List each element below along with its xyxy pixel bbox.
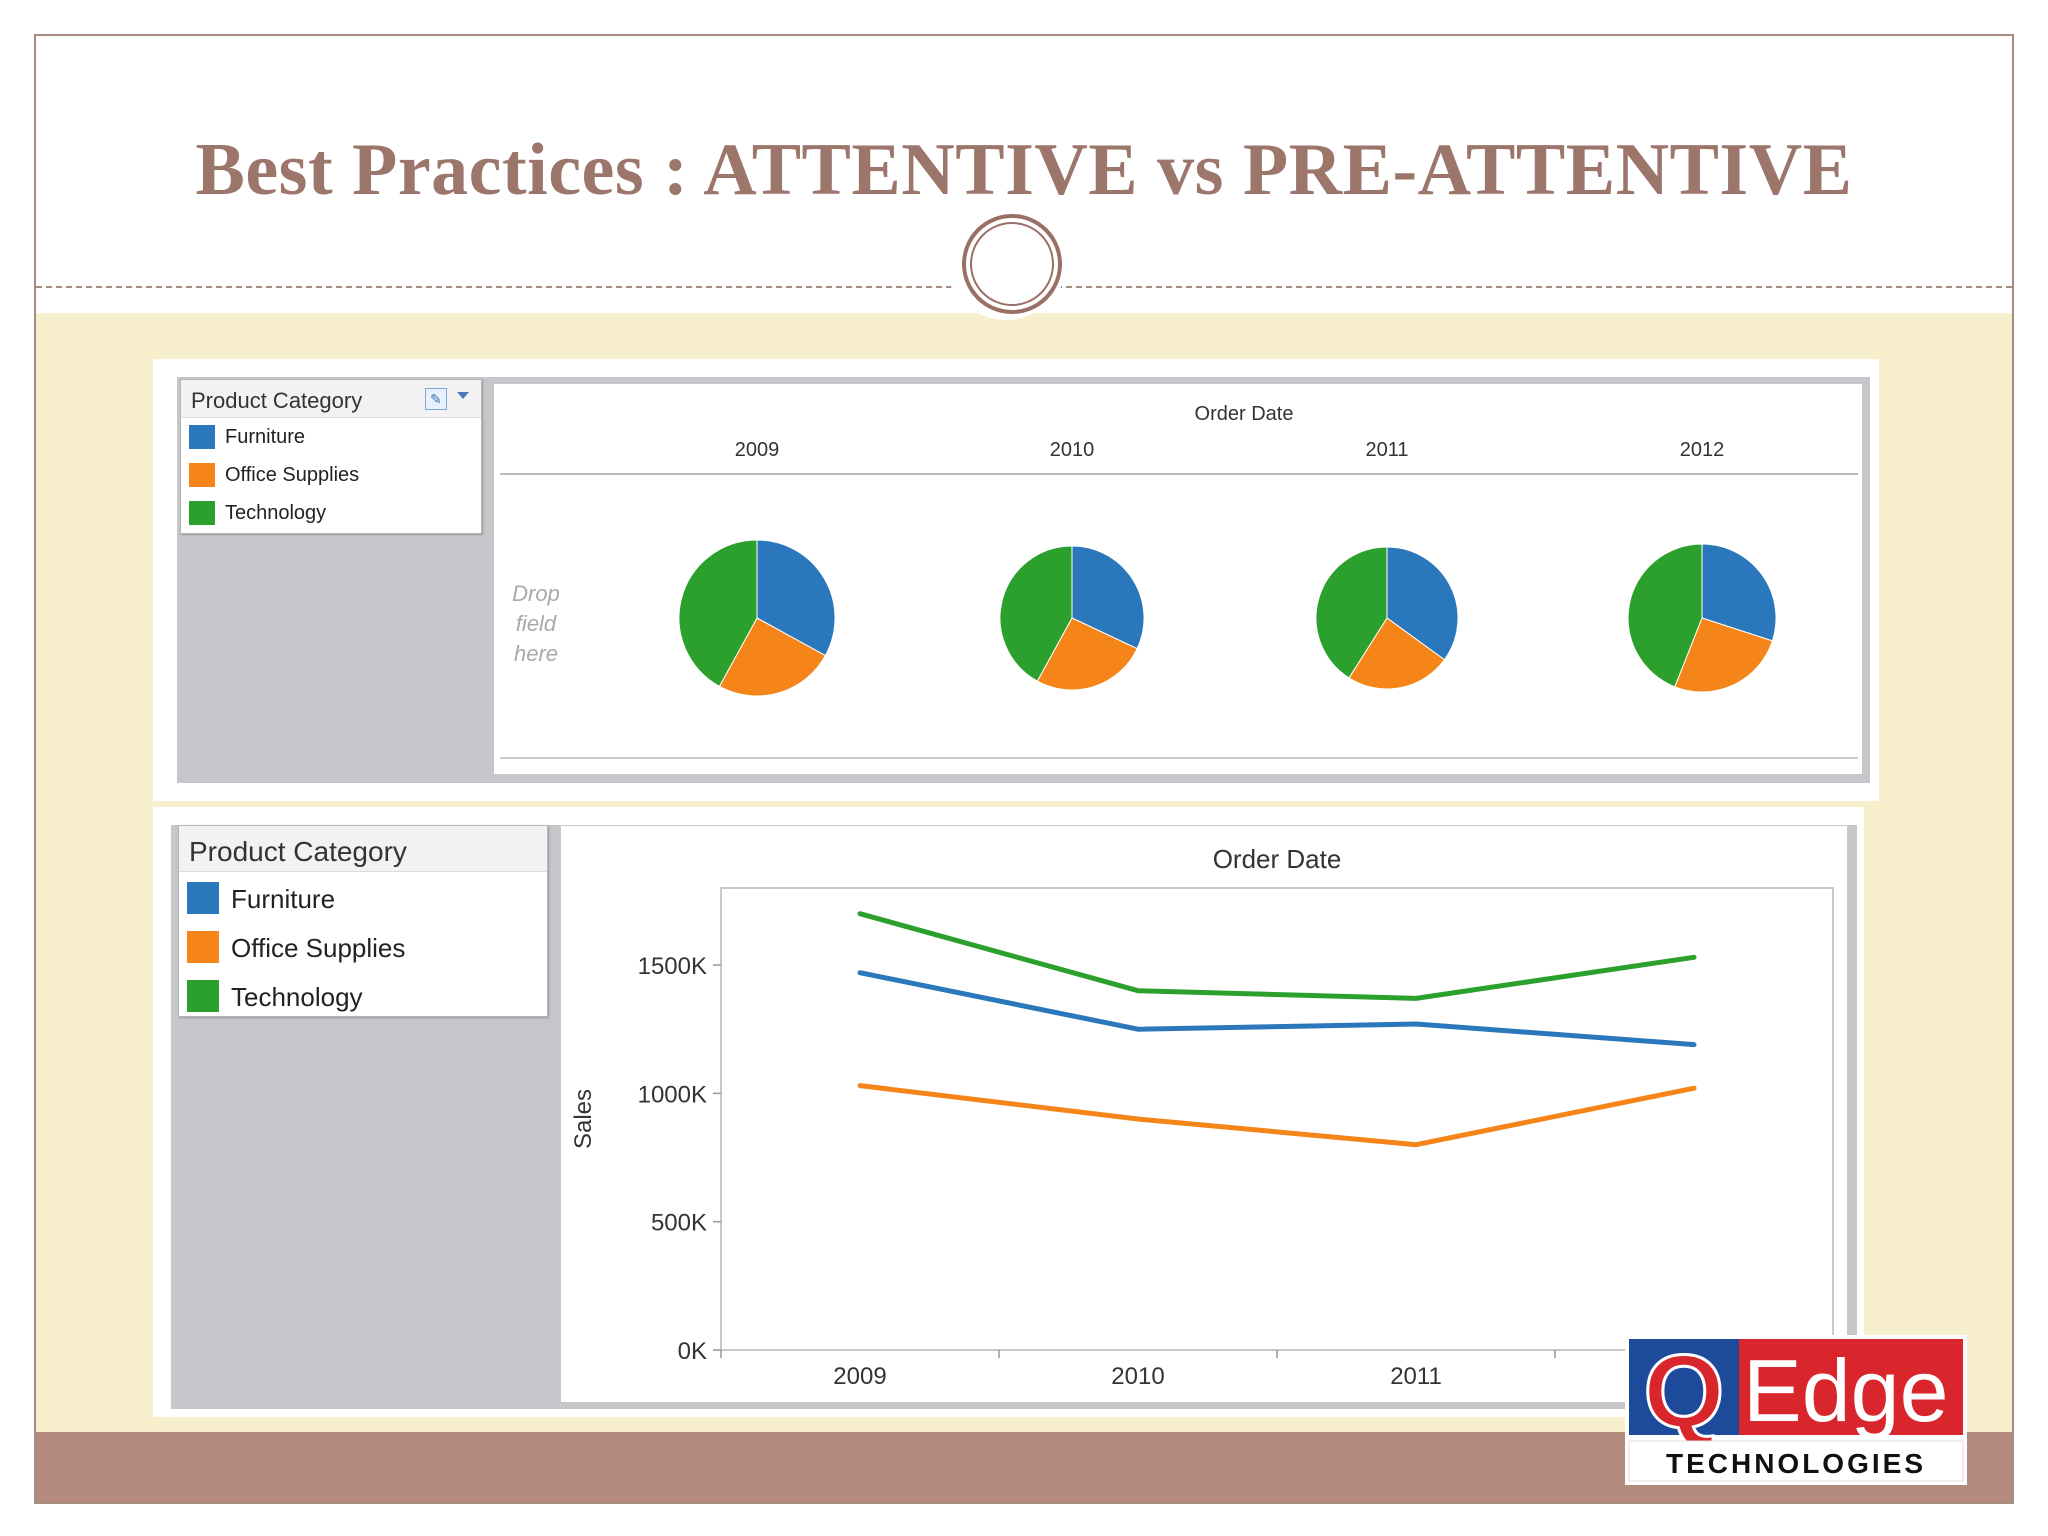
edit-pencil-icon[interactable]: ✎: [425, 388, 447, 410]
pie-legend[interactable]: Product Category ✎ Furniture Office Supp…: [180, 379, 482, 534]
furniture-swatch: [189, 425, 215, 449]
technology-swatch: [189, 501, 215, 525]
line-chart: Order Date Sales 0K 500K 1000K 1500K 2009 2010 2…: [570, 844, 1834, 1390]
x-tick-label: 2011: [1390, 1363, 1442, 1390]
line-view: Order Date Sales 0K 500K 1000K 1500K 2009 2010 2…: [560, 825, 1848, 1403]
pie-slice-furniture: [1701, 543, 1777, 642]
drop-field-hint: here: [514, 641, 558, 666]
line-dashboard: Order Date Sales 0K 500K 1000K 1500K 2009 2010 2…: [153, 807, 1864, 1417]
ornament-ring-inner: [970, 222, 1054, 306]
pie-slice-technology: [678, 539, 758, 688]
line-legend-header: Product Category: [179, 826, 547, 872]
pie-year-label: 2010: [1050, 439, 1095, 461]
pie-year-label: 2009: [735, 439, 780, 461]
legend-label-furniture: Furniture: [225, 426, 306, 448]
pie-legend-item-office-supplies[interactable]: Office Supplies: [181, 460, 481, 490]
logo-graphic: Q Edge TECHNOLOGIES: [1628, 1333, 1964, 1482]
pie-legend-title: Product Category: [191, 388, 363, 413]
y-axis-label: Sales: [570, 1089, 597, 1149]
logo-blue-block: [1629, 1339, 1739, 1435]
pie-view: Order Date Drop field here 2009 2010 2011 2012: [493, 383, 1863, 775]
series-line-technology: [857, 911, 1697, 1001]
line-chart-title: Order Date: [1213, 844, 1342, 874]
slide-title: Best Practices : ATTENTIVE vs PRE-ATTENT…: [195, 129, 1853, 211]
pie-slice-technology: [1627, 543, 1703, 688]
legend-label-furniture: Furniture: [231, 884, 336, 914]
pie-slice-office-supplies: [1348, 617, 1446, 690]
pie-slice-furniture: [756, 539, 836, 657]
legend-label-technology: Technology: [231, 982, 363, 1012]
pie-chart: Order Date Drop field here 2009 2010 2011 2012: [500, 403, 1858, 759]
line-legend-item-office-supplies[interactable]: Office Supplies: [179, 927, 547, 967]
company-logo: Q Edge TECHNOLOGIES: [1625, 1333, 1967, 1485]
line-legend-item-technology[interactable]: Technology: [179, 976, 547, 1016]
plot-area: [720, 887, 1834, 1351]
pie-legend-item-technology[interactable]: Technology: [181, 498, 481, 528]
pie-year-label: 2011: [1365, 439, 1408, 461]
legend-label-office-supplies: Office Supplies: [225, 464, 360, 486]
series-line-office-supplies: [857, 1083, 1697, 1148]
pie-year-label: 2012: [1680, 439, 1725, 461]
y-tick-label: 1000K: [638, 1081, 707, 1108]
ornament-ring: [962, 214, 1062, 314]
chevron-down-icon[interactable]: [457, 392, 469, 399]
logo-letter-q: Q: [1644, 1335, 1725, 1450]
pie-slice-furniture: [1386, 546, 1459, 661]
y-tick-label: 0K: [678, 1338, 707, 1365]
pie-legend-item-furniture[interactable]: Furniture: [181, 422, 481, 452]
logo-tagline-bg: [1628, 1440, 1964, 1482]
line-legend-title: Product Category: [189, 836, 407, 867]
logo-word-edge: Edge: [1743, 1341, 1949, 1440]
pie-slice-technology: [999, 545, 1073, 682]
x-tick-label: 2010: [1111, 1363, 1164, 1390]
office-supplies-swatch: [189, 463, 215, 487]
pie-legend-header: Product Category ✎: [181, 380, 481, 418]
series-line-furniture: [857, 970, 1697, 1048]
x-tick-label: 2009: [833, 1363, 886, 1390]
pie-slice-office-supplies: [1674, 617, 1774, 693]
office-supplies-swatch: [187, 931, 219, 963]
pie-slice-furniture: [1071, 545, 1145, 650]
drop-field-hint: Drop: [512, 581, 560, 606]
pie-column-header: Order Date: [1195, 403, 1294, 425]
y-tick-label: 500K: [651, 1210, 707, 1237]
y-tick-label: 1500K: [638, 953, 707, 980]
line-legend[interactable]: Product Category Furniture Office Suppli…: [178, 825, 548, 1017]
legend-label-office-supplies: Office Supplies: [231, 933, 406, 963]
logo-tagline: TECHNOLOGIES: [1666, 1448, 1926, 1479]
pie-slice-technology: [1315, 546, 1388, 679]
technology-swatch: [187, 980, 219, 1012]
furniture-swatch: [187, 882, 219, 914]
pie-slice-office-supplies: [718, 617, 827, 697]
line-legend-item-furniture[interactable]: Furniture: [179, 878, 547, 918]
legend-label-technology: Technology: [225, 502, 327, 524]
pie-dashboard: Order Date Drop field here 2009 2010 2011 2012 …: [153, 359, 1879, 801]
drop-field-hint: field: [516, 611, 557, 636]
